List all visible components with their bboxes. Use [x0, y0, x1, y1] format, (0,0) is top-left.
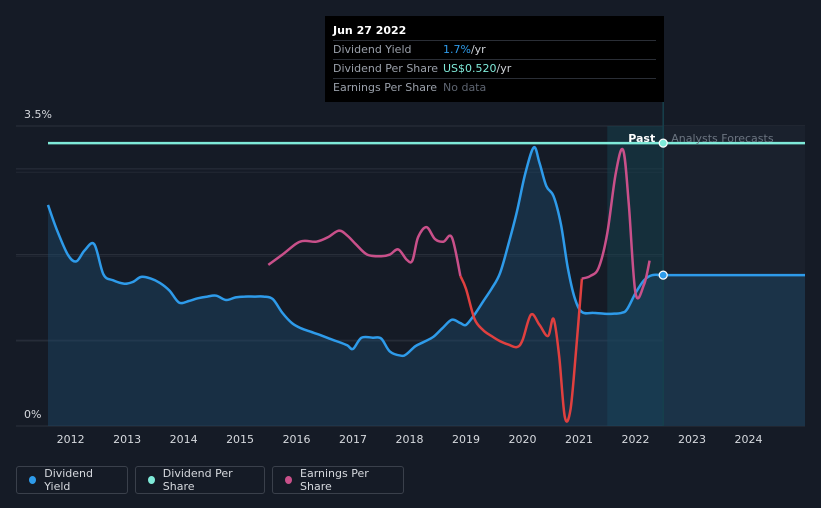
tooltip-row-dividend-per-share: Dividend Per Share US$0.520 /yr — [333, 60, 656, 79]
x-tick-label: 2020 — [509, 433, 537, 446]
tooltip-date: Jun 27 2022 — [333, 22, 656, 41]
earnings-per-share-lines — [267, 147, 651, 423]
x-tick-label: 2016 — [283, 433, 311, 446]
legend-dot-icon — [285, 476, 292, 484]
eps-segment — [581, 147, 651, 300]
legend-label: Dividend Yield — [44, 467, 94, 493]
tooltip-value-dividend-per-share: US$0.520 — [443, 62, 497, 75]
legend-label: Dividend Per Share — [162, 467, 233, 493]
x-tick-label: 2017 — [339, 433, 367, 446]
x-tick-label: 2012 — [57, 433, 85, 446]
tooltip-label: Earnings Per Share — [333, 81, 438, 94]
tooltip-label: Dividend Yield — [333, 43, 412, 56]
x-tick-label: 2024 — [735, 433, 763, 446]
tooltip-unit: /yr — [470, 43, 486, 56]
x-tick-label: 2013 — [113, 433, 141, 446]
legend-dividend-yield[interactable]: Dividend Yield — [16, 466, 128, 494]
tooltip-unit: /yr — [496, 62, 512, 75]
x-tick-label: 2022 — [622, 433, 650, 446]
dividend-per-share-marker — [658, 138, 668, 148]
tooltip-value-earnings-per-share: No data — [443, 81, 487, 94]
tooltip: Jun 27 2022 Dividend Yield 1.7% /yr Divi… — [325, 16, 664, 102]
legend-dot-icon — [29, 476, 37, 484]
analysts-forecasts-label: Analysts Forecasts — [671, 132, 774, 145]
past-label: Past — [628, 132, 655, 145]
dividend-yield-marker — [658, 270, 668, 280]
x-tick-label: 2018 — [396, 433, 424, 446]
x-tick-label: 2023 — [678, 433, 706, 446]
eps-segment — [267, 225, 462, 277]
legend-earnings-per-share[interactable]: Earnings Per Share — [272, 466, 404, 494]
legend-dot-icon — [148, 476, 155, 484]
legend-dividend-per-share[interactable]: Dividend Per Share — [135, 466, 265, 494]
tooltip-row-earnings-per-share: Earnings Per Share No data — [333, 79, 656, 97]
tooltip-value-dividend-yield: 1.7% — [443, 43, 471, 56]
y-tick-top: 3.5% — [24, 108, 52, 121]
x-tick-label: 2014 — [170, 433, 198, 446]
y-tick-bottom: 0% — [24, 408, 41, 421]
x-axis-ticks: 2012 2013 2014 2015 2016 2017 2018 2019 2020 2021… — [57, 433, 763, 446]
x-tick-label: 2021 — [565, 433, 593, 446]
x-tick-label: 2015 — [226, 433, 254, 446]
eps-segment — [459, 275, 584, 423]
dividend-yield-area — [48, 147, 805, 427]
tooltip-label: Dividend Per Share — [333, 62, 439, 75]
tooltip-row-dividend-yield: Dividend Yield 1.7% /yr — [333, 41, 656, 60]
x-tick-label: 2019 — [452, 433, 480, 446]
chart-grid — [16, 125, 805, 427]
dividend-yield-line — [46, 146, 805, 358]
legend-label: Earnings Per Share — [300, 467, 369, 493]
